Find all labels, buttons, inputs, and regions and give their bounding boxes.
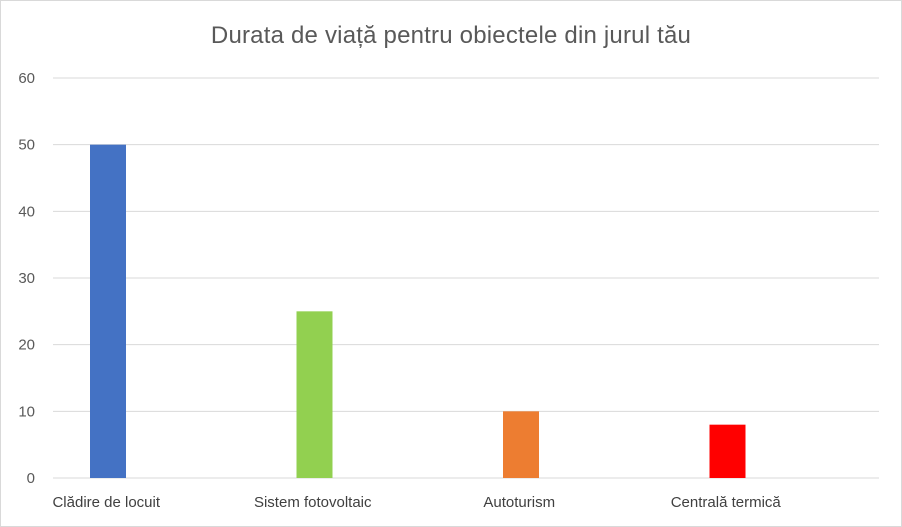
y-tick-label: 50 bbox=[18, 137, 35, 154]
x-category-label: Autoturism bbox=[483, 494, 555, 511]
y-tick-label: 40 bbox=[18, 203, 35, 220]
x-category-label: Sistem fotovoltaic bbox=[254, 494, 372, 511]
y-tick-label: 0 bbox=[27, 470, 35, 487]
bar-4 bbox=[709, 424, 746, 478]
bar-3 bbox=[503, 411, 539, 478]
bar-2 bbox=[296, 311, 333, 478]
y-tick-label: 60 bbox=[18, 70, 35, 87]
y-tick-label: 30 bbox=[18, 270, 35, 287]
bar-1 bbox=[90, 144, 126, 478]
x-category-label: Centrală termică bbox=[671, 494, 782, 511]
chart-title: Durata de viață pentru obiectele din jur… bbox=[210, 22, 692, 49]
x-category-label: Clădire de locuit bbox=[52, 494, 160, 511]
y-tick-label: 10 bbox=[18, 403, 35, 420]
y-tick-label: 20 bbox=[18, 337, 35, 354]
